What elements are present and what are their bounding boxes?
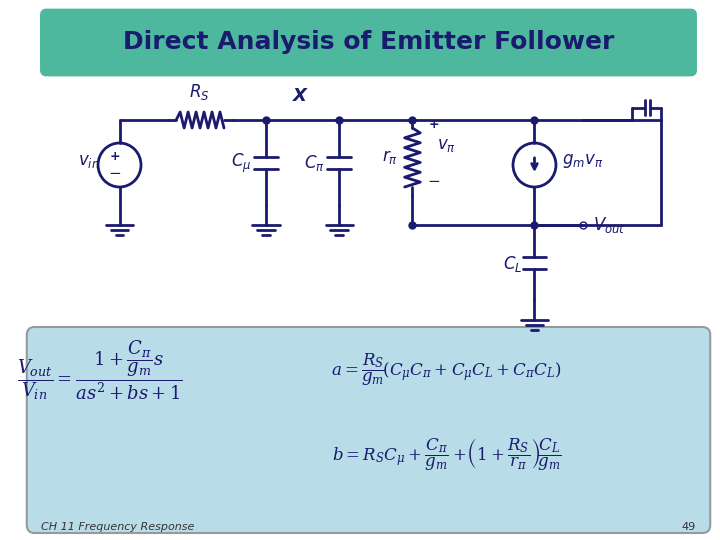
Text: $a = \dfrac{R_S}{g_m}\!\left(C_\mu C_\pi + C_\mu C_L + C_\pi C_L\right)$: $a = \dfrac{R_S}{g_m}\!\left(C_\mu C_\pi…: [331, 352, 562, 388]
Text: CH 11 Frequency Response: CH 11 Frequency Response: [42, 522, 195, 532]
Text: $v_\pi$: $v_\pi$: [437, 136, 456, 154]
Text: X: X: [293, 87, 307, 105]
FancyBboxPatch shape: [42, 10, 696, 75]
Text: $\dfrac{V_{out}}{V_{in}} = \dfrac{1+\dfrac{C_\pi}{g_m}s}{as^2+bs+1}$: $\dfrac{V_{out}}{V_{in}} = \dfrac{1+\dfr…: [17, 339, 183, 402]
Text: −: −: [108, 165, 121, 180]
Text: +: +: [428, 118, 439, 132]
Text: −: −: [428, 174, 441, 190]
Text: $g_m v_\pi$: $g_m v_\pi$: [562, 152, 603, 170]
Text: $C_\mu$: $C_\mu$: [231, 151, 252, 174]
Text: $r_\pi$: $r_\pi$: [382, 148, 398, 166]
Text: +: +: [109, 151, 120, 164]
Text: $C_L$: $C_L$: [503, 254, 523, 274]
Text: $b = R_S C_\mu + \dfrac{C_\pi}{g_m} + \!\left(1+\dfrac{R_S}{r_\pi}\right)\!\dfra: $b = R_S C_\mu + \dfrac{C_\pi}{g_m} + \!…: [332, 436, 562, 474]
Text: $V_{out}$: $V_{out}$: [593, 215, 626, 235]
Text: $C_\pi$: $C_\pi$: [305, 153, 325, 173]
Text: $R_S$: $R_S$: [189, 82, 210, 102]
Text: 49: 49: [681, 522, 696, 532]
Text: $v_{in}$: $v_{in}$: [78, 152, 100, 170]
FancyBboxPatch shape: [27, 327, 710, 533]
Text: Direct Analysis of Emitter Follower: Direct Analysis of Emitter Follower: [123, 30, 614, 54]
